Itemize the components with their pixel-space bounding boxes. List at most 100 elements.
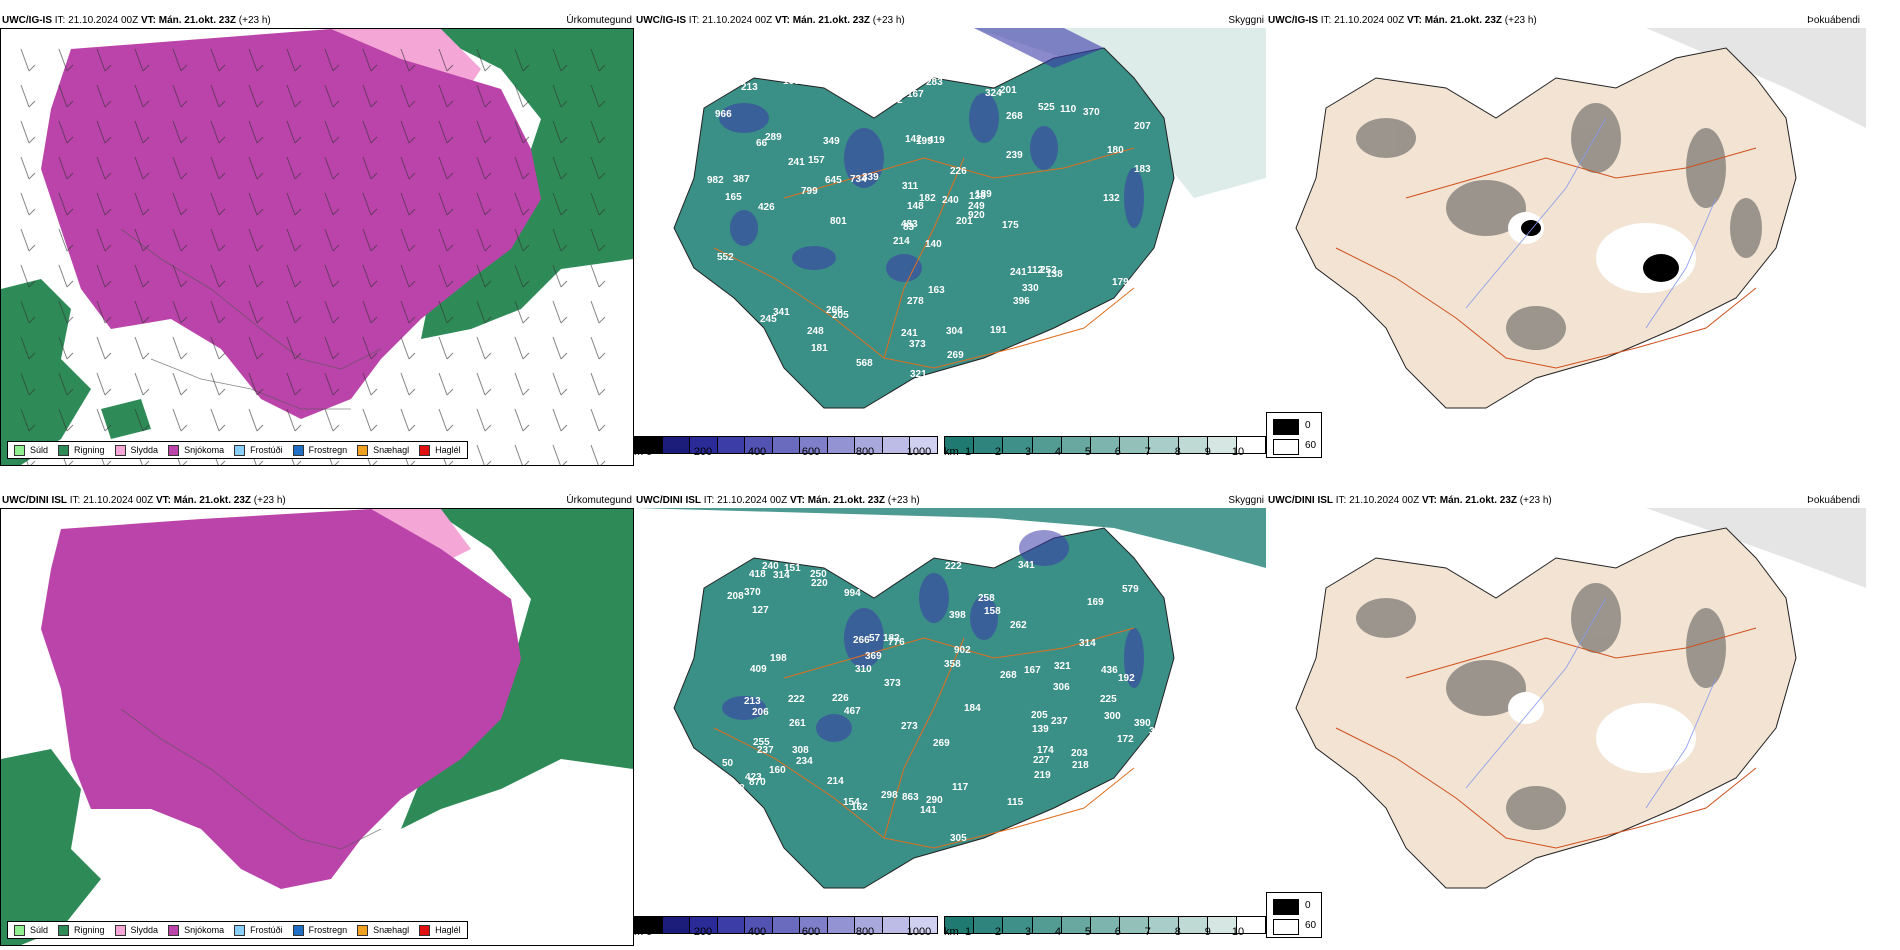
model-name: UWC/IG-IS — [636, 15, 686, 26]
wind-barb-icon — [210, 408, 226, 432]
visibility-value-label: 163 — [928, 285, 945, 296]
visibility-segment — [1003, 917, 1033, 933]
lead-time: (+23 h) — [238, 15, 271, 26]
visibility-value-label: 314 — [773, 570, 790, 581]
wind-barb-icon — [362, 336, 378, 360]
wind-barb-icon — [476, 408, 492, 432]
wind-barb-icon — [552, 372, 568, 396]
visibility-value-label: 339 — [862, 172, 879, 183]
visibility-value-label: 369 — [865, 651, 882, 662]
visibility-value-label: 179 — [1112, 277, 1129, 288]
wind-barb-icon — [210, 300, 226, 324]
wind-barb-icon — [438, 192, 454, 216]
ceiling-segment — [745, 917, 773, 933]
wind-barb-icon — [400, 192, 416, 216]
wind-barb-icon — [552, 192, 568, 216]
wind-barb-icon — [20, 336, 36, 360]
visibility-value-label: 261 — [789, 718, 806, 729]
visibility-value-label: 239 — [1006, 150, 1023, 161]
visibility-value-label: 207 — [1134, 121, 1151, 132]
visibility-value-label: 426 — [758, 202, 775, 213]
wind-barb-icon — [58, 300, 74, 324]
visibility-value-label: 552 — [717, 252, 734, 263]
vt-value: Mán. 21.okt. 23Z — [792, 15, 870, 26]
visibility-value-label: 250 — [810, 569, 827, 580]
wind-barb-icon — [286, 300, 302, 324]
wind-barb-icon — [286, 192, 302, 216]
visibility-value-label: 182 — [883, 633, 900, 644]
wind-barb-icon — [400, 48, 416, 72]
visibility-value-label: 213 — [744, 696, 761, 707]
wind-barb-icon — [514, 84, 530, 108]
swatch-icon — [357, 444, 369, 456]
wind-barb-icon — [134, 192, 150, 216]
wind-barb-icon — [362, 408, 378, 432]
wind-barb-icon — [20, 192, 36, 216]
visibility-map-row1: 140 66 83 138 205 201 419 268 201 165 426 207 214 239… — [634, 28, 1266, 436]
wind-barb-icon — [134, 372, 150, 396]
cloud-swatch-white — [1273, 439, 1299, 455]
tick: 1 — [964, 926, 972, 938]
tick: 600 — [801, 926, 821, 938]
visibility-value-label: 162 — [851, 802, 868, 813]
precip-header-row1: UWC/IG-IS IT: 21.10.2024 00Z VT: Mán. 21… — [0, 14, 634, 28]
wind-barb-icon — [400, 300, 416, 324]
wind-barb-icon — [324, 372, 340, 396]
ceiling-segment — [772, 917, 801, 933]
visibility-map-svg: 139 300 88 776 870 341 266 370 213 418 298 192 269 18… — [634, 508, 1266, 916]
visibility-segment — [1120, 437, 1150, 453]
visibility-value-label: 208 — [727, 591, 744, 602]
visibility-value-label: 341 — [773, 307, 790, 318]
visibility-value-label: 801 — [830, 216, 847, 227]
visibility-value-label: 162 — [886, 95, 903, 106]
visibility-value-label: 234 — [796, 756, 813, 767]
it-label: IT: — [688, 15, 700, 26]
legend-label: Snæhagl — [373, 925, 410, 935]
wind-barb-icon — [400, 84, 416, 108]
precip-legend-row1: Súld Rigning Slydda Snjókoma Frostúði Fr… — [7, 441, 468, 459]
visibility-value-label: 373 — [884, 678, 901, 689]
wind-barb-icon — [438, 336, 454, 360]
wind-barb-icon — [476, 444, 492, 465]
legend-item-slydda: Slydda — [114, 444, 158, 456]
visibility-value-label: 117 — [952, 782, 969, 793]
wind-barb-icon — [58, 372, 74, 396]
visibility-value-label: 88 — [818, 557, 830, 568]
tick: 8 — [1174, 446, 1181, 458]
ceiling-segment — [662, 437, 691, 453]
visibility-value-label: 180 — [1107, 145, 1124, 156]
wind-barb-icon — [438, 84, 454, 108]
legend-label: Snjókoma — [184, 445, 225, 455]
visibility-value-label: 436 — [1101, 665, 1118, 676]
visibility-value-label: 142 — [905, 134, 922, 145]
tick: 1 — [964, 446, 972, 458]
visibility-value-label: 241 — [901, 328, 918, 339]
legend-item-haglel: Haglél — [419, 924, 461, 936]
visibility-segment — [1003, 437, 1033, 453]
visibility-value-label: 311 — [902, 181, 919, 192]
tick: 8 — [1174, 926, 1181, 938]
visibility-value-label: 340 — [780, 72, 797, 83]
wind-barb-icon — [134, 156, 150, 180]
legend-label: Rigning — [74, 925, 105, 935]
visibility-value-label: 220 — [811, 578, 828, 589]
legend-label: Frostúði — [250, 445, 283, 455]
swatch-icon — [168, 444, 180, 456]
wind-barb-icon — [286, 120, 302, 144]
visibility-value-label: 167 — [1024, 665, 1041, 676]
vt-value: Mán. 21.okt. 23Z — [1424, 15, 1502, 26]
ceiling-segment — [855, 917, 883, 933]
visibility-value-label: 203 — [1071, 748, 1088, 759]
wind-barb-icon — [438, 228, 454, 252]
visibility-value-label: 304 — [946, 326, 963, 337]
ceiling-unit: m — [634, 446, 644, 458]
tick: 0 — [645, 926, 653, 938]
ceiling-ticks-row2: 0 200 400 600 800 1000 — [645, 926, 931, 940]
visibility-header-row2: UWC/DINI ISL IT: 21.10.2024 00Z VT: Mán.… — [634, 494, 1266, 508]
model-name: UWC/DINI ISL — [636, 495, 701, 506]
visibility-segment — [1207, 917, 1237, 933]
wind-barb-icon — [20, 372, 36, 396]
visibility-value-label: 982 — [707, 175, 724, 186]
visibility-value-label: 167 — [907, 89, 924, 100]
wind-barb-icon — [172, 228, 188, 252]
